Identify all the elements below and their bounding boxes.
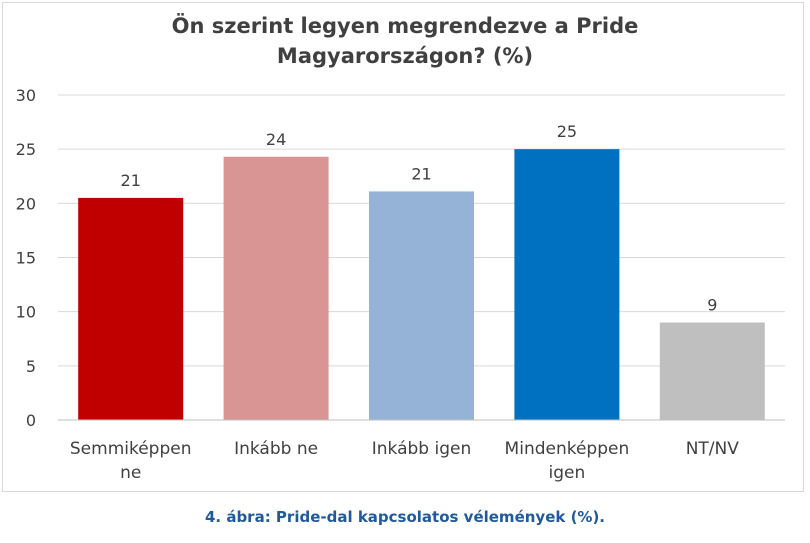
category-label-0-0: Semmiképpen [70, 439, 192, 459]
chart-title-line-1: Ön szerint legyen megrendezve a Pride [172, 13, 639, 38]
x-axis: Semmiképpen ne Inkább ne Inkább igen Mindenk… [58, 419, 785, 483]
data-label-2: 21 [411, 164, 431, 183]
y-tick-label: 10 [16, 303, 36, 322]
figure-caption: 4. ábra: Pride-dal kapcsolatos véleménye… [204, 508, 606, 526]
bar-4 [659, 322, 765, 420]
bar-2 [369, 191, 474, 420]
category-label-4-0: NT/NV [686, 439, 740, 459]
bar-chart: Ön szerint legyen megrendezve a Pride Ma… [16, 13, 785, 483]
y-tick-label: 15 [16, 249, 36, 268]
category-label-1-0: Inkább ne [234, 439, 318, 459]
bar-3 [514, 149, 620, 420]
category-label-3-1: igen [549, 463, 586, 483]
data-label-4: 9 [707, 296, 717, 315]
data-labels: 21 24 21 25 9 [121, 122, 718, 314]
category-label-0-1: ne [120, 463, 141, 483]
y-tick-label: 5 [26, 357, 36, 376]
data-label-1: 24 [266, 130, 286, 149]
y-tick-label: 20 [16, 194, 36, 213]
y-tick-label: 25 [16, 140, 36, 159]
y-tick-label: 0 [26, 411, 36, 430]
chart-title-line-2: Magyarországon? (%) [277, 44, 533, 68]
category-label-3-0: Mindenképpen [505, 439, 630, 459]
y-tick-label: 30 [16, 86, 36, 105]
bar-0 [78, 197, 184, 420]
bar-1 [223, 156, 329, 420]
data-label-0: 21 [121, 171, 141, 190]
data-label-3: 25 [557, 122, 577, 141]
y-axis: 0 5 10 15 20 25 30 [16, 86, 36, 430]
category-label-2-0: Inkább igen [372, 439, 472, 459]
bars [78, 149, 765, 420]
